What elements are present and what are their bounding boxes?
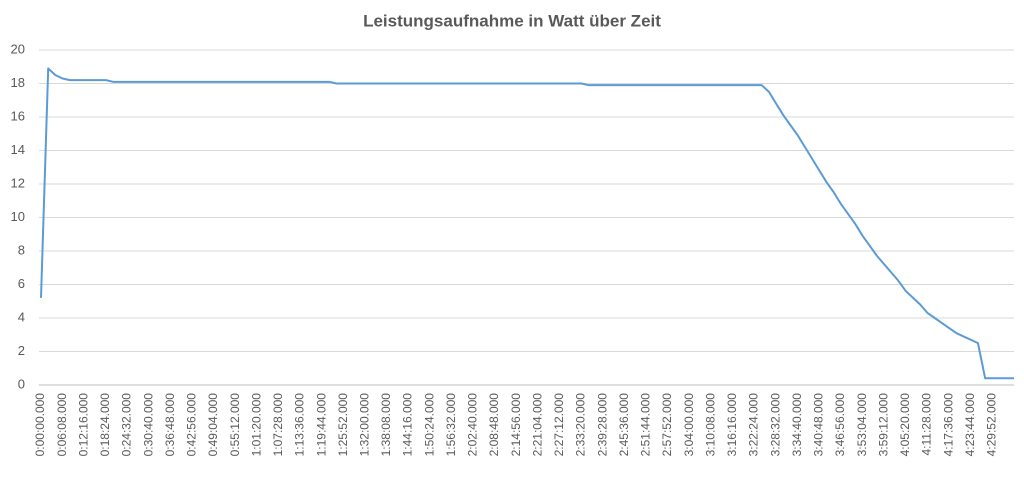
x-tick-label: 2:51:44.000	[639, 393, 653, 457]
y-tick-label: 20	[11, 41, 25, 56]
x-tick-label: 3:10:08.000	[703, 393, 717, 457]
x-tick-label: 1:01:20.000	[249, 393, 263, 457]
x-tick-label: 3:16:16.000	[725, 393, 739, 457]
data-line	[40, 67, 1014, 380]
y-tick-label: 8	[18, 242, 25, 257]
y-tick-label: 10	[11, 209, 25, 224]
x-tick-label: 1:32:00.000	[358, 393, 372, 457]
x-tick-label: 0:00:00.000	[33, 393, 47, 457]
y-tick-label: 18	[11, 75, 25, 90]
x-tick-label: 1:19:44.000	[314, 393, 328, 457]
x-tick-label: 2:27:12.000	[552, 393, 566, 457]
x-tick-label: 4:05:20.000	[898, 393, 912, 457]
x-tick-label: 3:28:32.000	[768, 393, 782, 457]
y-tick-label: 4	[18, 309, 25, 324]
x-tick-label: 1:44:16.000	[401, 393, 415, 457]
x-tick-label: 1:13:36.000	[293, 393, 307, 457]
x-tick-label: 2:39:28.000	[595, 393, 609, 457]
x-tick-label: 2:33:20.000	[574, 393, 588, 457]
x-tick-label: 0:12:16.000	[76, 393, 90, 457]
x-tick-label: 3:59:12.000	[876, 393, 890, 457]
x-tick-label: 2:14:56.000	[509, 393, 523, 457]
x-tick-label: 1:38:08.000	[379, 393, 393, 457]
x-tick-label: 1:25:52.000	[336, 393, 350, 457]
x-tick-label: 2:57:52.000	[660, 393, 674, 457]
x-tick-label: 3:04:00.000	[682, 393, 696, 457]
x-tick-label: 0:18:24.000	[98, 393, 112, 457]
x-tick-label: 0:55:12.000	[228, 393, 242, 457]
chart-title: Leistungsaufnahme in Watt über Zeit	[363, 11, 661, 30]
y-tick-label: 12	[11, 175, 25, 190]
y-tick-label: 14	[11, 142, 25, 157]
x-tick-label: 3:22:24.000	[747, 393, 761, 457]
x-tick-label: 1:07:28.000	[271, 393, 285, 457]
x-tick-label: 0:06:08.000	[55, 393, 69, 457]
x-tick-label: 2:02:40.000	[466, 393, 480, 457]
x-tick-label: 0:36:48.000	[163, 393, 177, 457]
x-tick-label: 4:29:52.000	[985, 393, 999, 457]
x-tick-label: 4:17:36.000	[941, 393, 955, 457]
x-tick-label: 4:11:28.000	[920, 393, 934, 456]
x-tick-label: 3:40:48.000	[812, 393, 826, 457]
x-tick-label: 3:34:40.000	[790, 393, 804, 457]
x-tick-label: 2:21:04.000	[530, 393, 544, 457]
x-tick-label: 1:50:24.000	[422, 393, 436, 457]
x-tick-label: 3:53:04.000	[855, 393, 869, 457]
x-tick-label: 0:30:40.000	[141, 393, 155, 457]
x-tick-label: 2:08:48.000	[487, 393, 501, 457]
y-tick-label: 2	[18, 343, 25, 358]
x-tick-label: 1:56:32.000	[444, 393, 458, 457]
x-tick-label: 2:45:36.000	[617, 393, 631, 457]
x-tick-label: 0:24:32.000	[120, 393, 134, 457]
y-tick-label: 0	[18, 376, 25, 391]
x-tick-label: 4:23:44.000	[963, 393, 977, 457]
x-tick-label: 3:46:56.000	[833, 393, 847, 457]
y-tick-label: 6	[18, 276, 25, 291]
x-tick-label: 0:42:56.000	[185, 393, 199, 457]
y-tick-label: 16	[11, 108, 25, 123]
x-tick-label: 0:49:04.000	[206, 393, 220, 457]
